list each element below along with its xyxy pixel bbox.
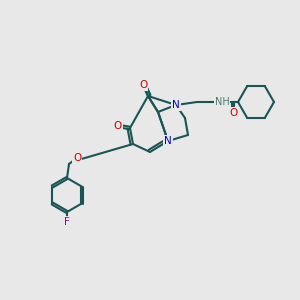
Text: O: O [230,108,238,118]
Text: F: F [64,217,70,227]
Text: NH: NH [214,97,230,107]
Text: N: N [172,100,180,110]
Text: N: N [164,136,172,146]
Text: O: O [114,121,122,131]
Text: O: O [139,80,147,90]
Text: O: O [73,153,81,163]
